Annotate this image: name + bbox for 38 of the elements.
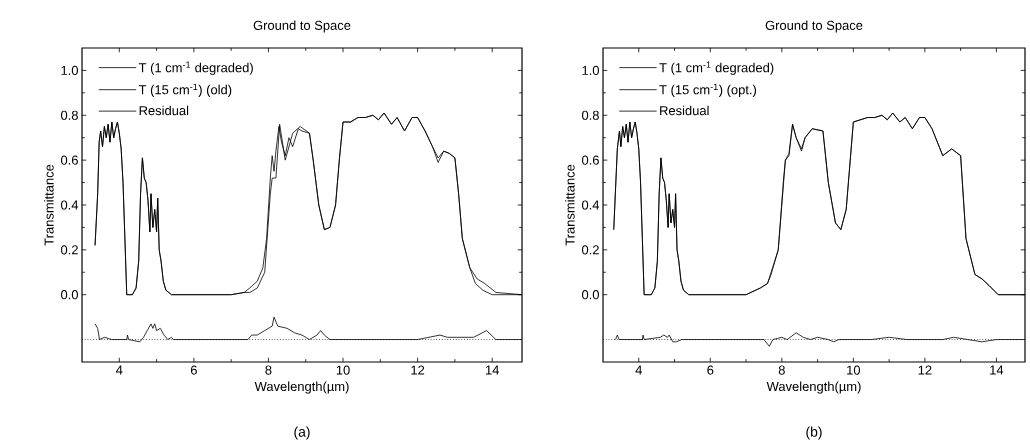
- legend-label: T (1 cm$^{-1}$ degraded): [138, 61, 253, 75]
- x-tick-label: 12: [918, 365, 932, 375]
- y-tick-label: 0.0: [581, 290, 599, 300]
- chart-title: Ground to Space: [765, 20, 863, 33]
- x-tick-label: 10: [847, 365, 861, 375]
- y-tick-label: 1.0: [582, 65, 599, 75]
- legend-label: Residual: [660, 105, 709, 116]
- x-tick-label: 6: [190, 365, 197, 375]
- x-tick-label: 14: [485, 365, 500, 375]
- y-tick-label: 0.8: [581, 110, 599, 120]
- legend-label: T (15 cm$^{-1}$) (opt.): [659, 83, 757, 97]
- x-tick-label: 4: [115, 365, 123, 375]
- chart-title: Ground to Space: [253, 20, 351, 33]
- y-tick-label: 0.6: [60, 155, 78, 165]
- y-axis-title: Transmittance: [565, 164, 575, 246]
- y-tick-label: 0.8: [60, 110, 78, 120]
- x-tick-label: 6: [707, 365, 714, 375]
- y-tick-label: 0.2: [60, 245, 78, 255]
- x-tick-label: 12: [411, 365, 425, 375]
- y-tick-label: 0.0: [60, 290, 78, 300]
- y-axis-title: Transmittance: [44, 164, 54, 246]
- legend-label: Residual: [139, 105, 189, 116]
- x-tick-label: 4: [635, 365, 642, 375]
- x-axis-title: Wavelength(µm): [766, 381, 861, 394]
- y-tick-label: 0.4: [60, 200, 79, 210]
- x-tick-label: 8: [778, 365, 785, 375]
- x-axis-title: Wavelength(µm): [254, 381, 349, 394]
- text: (b): [806, 426, 822, 440]
- legend-label: T (15 cm$^{-1}$) (old): [138, 83, 232, 97]
- x-tick-label: 10: [336, 365, 350, 375]
- y-tick-label: 0.4: [581, 200, 600, 210]
- y-tick-label: 1.0: [61, 65, 78, 75]
- legend-label: T (1 cm$^{-1}$ degraded): [659, 61, 774, 75]
- x-tick-label: 14: [990, 365, 1004, 375]
- x-tick-label: 8: [265, 365, 272, 375]
- y-tick-label: 0.6: [581, 155, 599, 165]
- y-tick-label: 0.2: [581, 245, 599, 255]
- text: (a): [294, 426, 310, 440]
